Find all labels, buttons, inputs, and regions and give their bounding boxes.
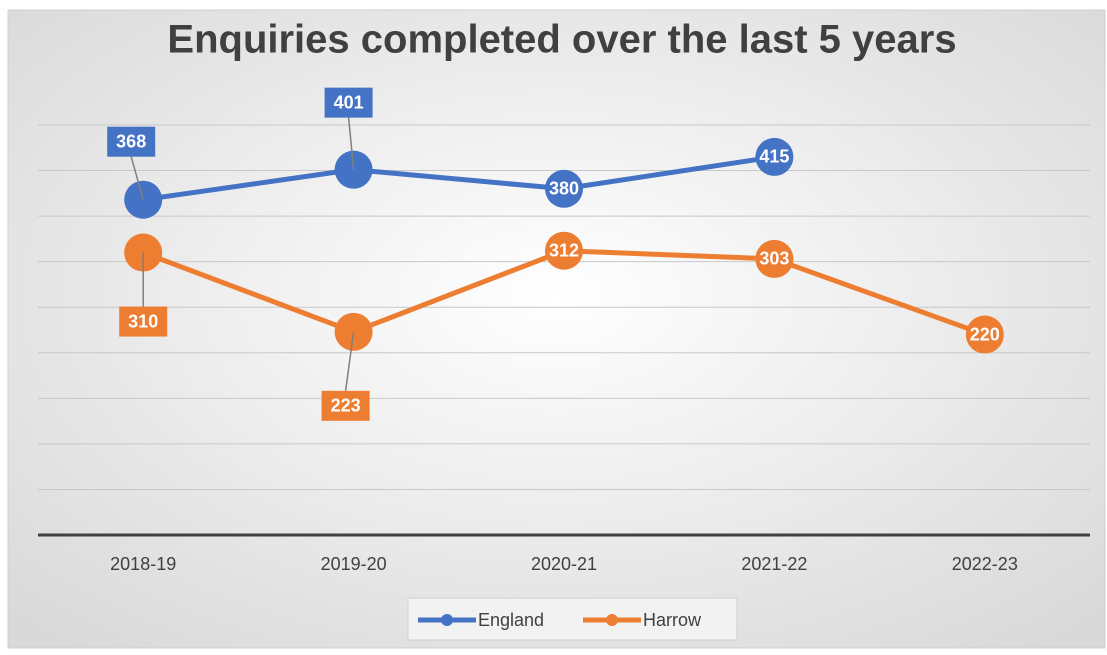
data-label: 415	[759, 147, 789, 167]
x-tick-label: 2020-21	[531, 554, 597, 574]
leader-line	[347, 117, 355, 170]
data-label: 223	[331, 396, 361, 416]
data-label: 303	[759, 249, 789, 269]
data-label: 368	[116, 131, 146, 151]
data-label: 312	[549, 240, 579, 260]
leader-line	[130, 156, 144, 200]
data-label-box	[324, 87, 373, 118]
legend-marker	[441, 614, 453, 626]
leader-line	[344, 331, 355, 391]
chart-background	[7, 9, 1106, 649]
legend-label: Harrow	[643, 610, 702, 630]
data-label-box	[107, 126, 156, 157]
point	[755, 137, 794, 176]
x-tick-label: 2018-19	[110, 554, 176, 574]
data-label-box	[119, 306, 168, 337]
chart-title: Enquiries completed over the last 5 year…	[167, 18, 956, 62]
data-label: 310	[128, 311, 158, 331]
x-tick-label: 2022-23	[952, 554, 1018, 574]
legend-label: England	[478, 610, 544, 630]
x-tick-label: 2021-22	[741, 554, 807, 574]
data-label: 220	[970, 324, 1000, 344]
point	[545, 231, 583, 270]
point	[755, 239, 794, 278]
point	[545, 169, 583, 208]
data-label-box	[321, 390, 370, 421]
legend-marker	[606, 614, 618, 626]
line-england	[142, 154, 775, 203]
data-label: 380	[549, 179, 579, 199]
point	[124, 233, 163, 272]
data-label: 401	[334, 92, 364, 112]
x-tick-label: 2019-20	[321, 554, 387, 574]
point	[965, 315, 1004, 354]
